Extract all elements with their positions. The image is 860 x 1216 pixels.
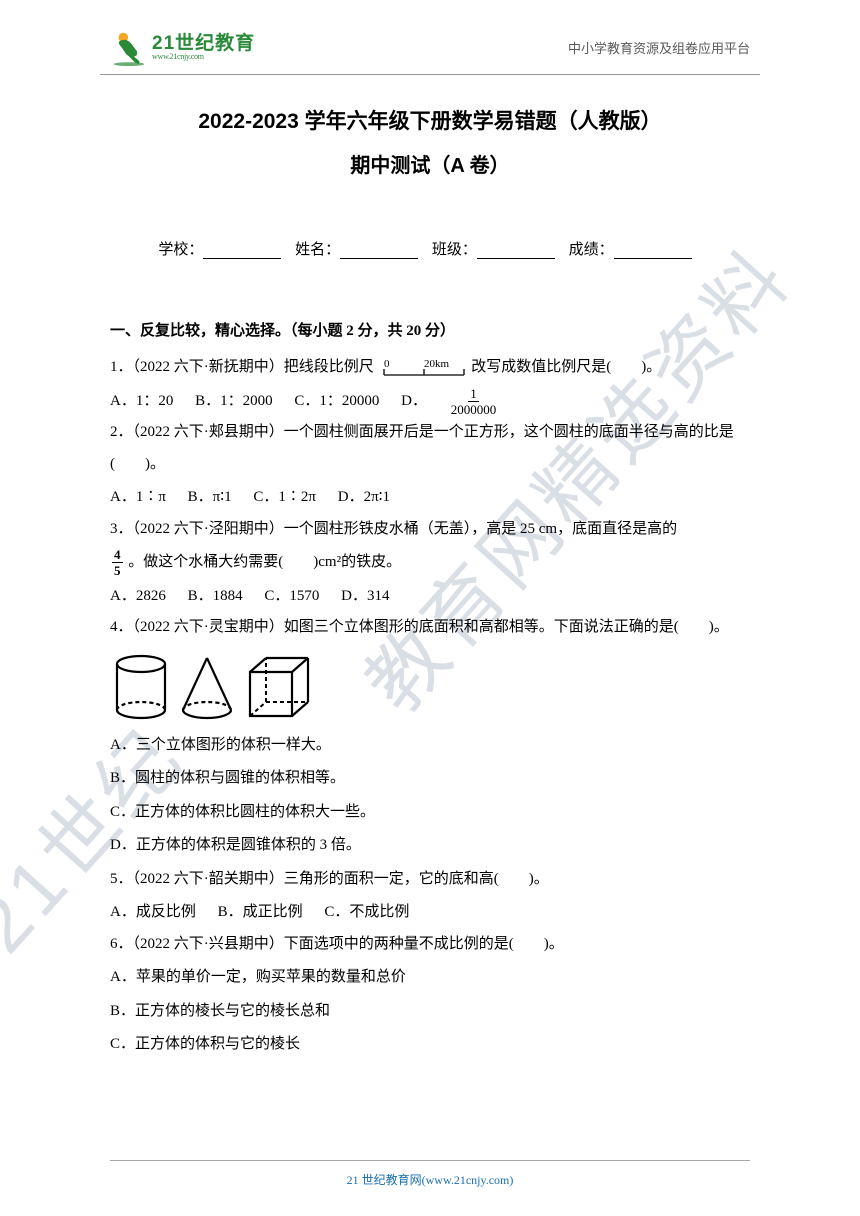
q5-optA: A．成反比例 (110, 904, 196, 920)
q1-options: A．1：20 B．1：2000 C．1：20000 D． 1 2000000 (110, 386, 750, 418)
header-right-text: 中小学教育资源及组卷应用平台 (568, 38, 750, 57)
q3-options: A．2826 B．1884 C．1570 D．314 (110, 581, 750, 613)
q6-optA: A．苹果的单价一定，购买苹果的数量和总价 (110, 962, 750, 994)
name-blank[interactable] (340, 243, 418, 259)
q2-optC: C．1∶2π (253, 489, 316, 505)
section-1-heading: 一、反复比较，精心选择。（每小题 2 分，共 20 分） (110, 319, 750, 340)
question-2: 2．（2022 六下·郏县期中）一个圆柱侧面展开后是一个正方形，这个圆柱的底面半… (110, 417, 750, 480)
logo-text: 21世纪教育 www.21cnjy.com (152, 34, 255, 61)
q4-optD: D．正方体的体积是圆锥体积的 3 倍。 (110, 830, 750, 862)
q1-optC: C．1：20000 (294, 393, 379, 409)
q1-prefix: 1．（2022 六下·新抚期中）把线段比例尺 (110, 359, 374, 375)
q1-fraction: 1 2000000 (451, 387, 515, 416)
school-blank[interactable] (203, 243, 281, 259)
q2-options: A．1∶π B．π∶1 C．1∶2π D．2π∶1 (110, 482, 750, 514)
q5-optC: C．不成比例 (324, 904, 409, 920)
q4-optC: C．正方体的体积比圆柱的体积大一些。 (110, 797, 750, 829)
logo-sub-text: www.21cnjy.com (152, 53, 255, 61)
q4-shapes (110, 652, 750, 724)
class-blank[interactable] (477, 243, 555, 259)
q2-optD: D．2π∶1 (338, 489, 390, 505)
page-content: 2022-2023 学年六年级下册数学易错题（人教版） 期中测试（A 卷） 学校… (0, 75, 860, 1061)
q1-optA: A．1：20 (110, 393, 173, 409)
cylinder-icon (110, 652, 172, 724)
name-label: 姓名： (295, 242, 340, 258)
question-3-line2: 4 5 。做这个水桶大约需要( )cm²的铁皮。 (110, 547, 750, 579)
q4-optB: B．圆柱的体积与圆锥的体积相等。 (110, 763, 750, 795)
title-main: 2022-2023 学年六年级下册数学易错题（人教版） (110, 105, 750, 135)
logo-icon (110, 28, 148, 66)
q1-optD: D． 1 2000000 (401, 393, 532, 409)
score-blank[interactable] (614, 243, 692, 259)
cube-icon (242, 652, 320, 724)
class-label: 班级： (432, 242, 477, 258)
info-line: 学校： 姓名： 班级： 成绩： (110, 238, 750, 259)
scale-zero: 0 (384, 358, 390, 370)
q5-optB: B．成正比例 (218, 904, 303, 920)
school-label: 学校： (158, 242, 203, 258)
q3-optB: B．1884 (188, 588, 243, 604)
question-3: 3．（2022 六下·泾阳期中）一个圆柱形铁皮水桶（无盖），高是 25 cm，底… (110, 514, 750, 546)
question-1: 1．（2022 六下·新抚期中）把线段比例尺 0 20km 改写成数值比例尺是(… (110, 352, 750, 384)
footer-text: 21 世纪教育网(www.21cnjy.com) (347, 1173, 514, 1187)
q3-optA: A．2826 (110, 588, 166, 604)
q3-line1: 3．（2022 六下·泾阳期中）一个圆柱形铁皮水桶（无盖），高是 25 cm，底… (110, 521, 677, 537)
scale-20km: 20km (424, 358, 450, 370)
question-5: 5．（2022 六下·韶关期中）三角形的面积一定，它的底和高( )。 (110, 864, 750, 896)
q1-optB: B．1：2000 (195, 393, 273, 409)
q3-optC: C．1570 (264, 588, 319, 604)
q6-optB: B．正方体的棱长与它的棱长总和 (110, 996, 750, 1028)
q3-line2-suffix: 。做这个水桶大约需要( )cm²的铁皮。 (128, 554, 401, 570)
page-footer: 21 世纪教育网(www.21cnjy.com) (0, 1160, 860, 1188)
q2-optA: A．1∶π (110, 489, 166, 505)
q2-optB: B．π∶1 (188, 489, 232, 505)
q4-optA: A．三个立体图形的体积一样大。 (110, 730, 750, 762)
question-6: 6．（2022 六下·兴县期中）下面选项中的两种量不成比例的是( )。 (110, 929, 750, 961)
q5-options: A．成反比例 B．成正比例 C．不成比例 (110, 897, 750, 929)
score-label: 成绩： (569, 242, 614, 258)
q3-fraction: 4 5 (112, 548, 123, 577)
title-sub: 期中测试（A 卷） (110, 149, 750, 178)
cone-icon (176, 652, 238, 724)
q3-optD: D．314 (341, 588, 389, 604)
logo: 21世纪教育 www.21cnjy.com (110, 28, 255, 66)
footer-divider (110, 1160, 750, 1161)
logo-main-text: 21世纪教育 (152, 34, 255, 53)
question-4: 4．（2022 六下·灵宝期中）如图三个立体图形的底面积和高都相等。下面说法正确… (110, 612, 750, 644)
q1-suffix: 改写成数值比例尺是( )。 (471, 359, 661, 375)
q6-optC: C．正方体的体积与它的棱长 (110, 1029, 750, 1061)
scale-bar-image: 0 20km (378, 357, 468, 379)
page-header: 21世纪教育 www.21cnjy.com 中小学教育资源及组卷应用平台 (100, 0, 760, 75)
